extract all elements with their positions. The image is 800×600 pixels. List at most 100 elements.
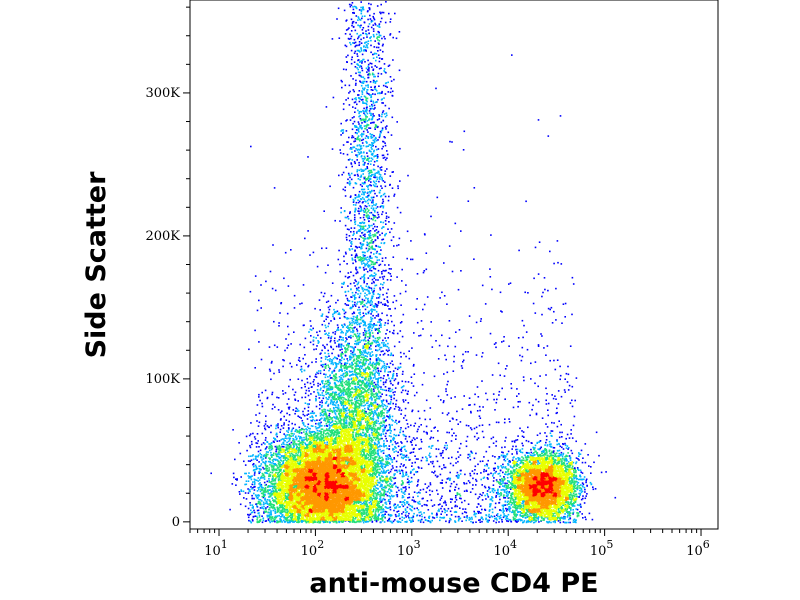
event-point bbox=[297, 435, 300, 438]
event-point bbox=[319, 518, 322, 520]
event-point bbox=[276, 496, 278, 499]
event-point bbox=[264, 443, 266, 445]
event-point bbox=[269, 474, 272, 476]
event-point bbox=[265, 457, 267, 459]
event-point bbox=[340, 442, 342, 444]
event-point bbox=[321, 410, 324, 413]
event-point bbox=[349, 510, 351, 512]
event-point bbox=[301, 457, 304, 459]
event-point bbox=[356, 456, 359, 459]
event-point bbox=[365, 500, 367, 502]
event-point bbox=[278, 471, 280, 474]
event-point bbox=[273, 437, 275, 439]
event-point bbox=[268, 478, 270, 480]
event-point bbox=[327, 516, 329, 518]
event-point bbox=[299, 464, 302, 467]
event-point bbox=[239, 503, 242, 506]
event-point bbox=[323, 500, 325, 503]
event-point bbox=[289, 512, 291, 515]
event-point bbox=[293, 509, 295, 512]
event-point bbox=[295, 438, 297, 441]
event-point bbox=[302, 456, 304, 458]
event-point bbox=[386, 477, 388, 479]
event-point bbox=[318, 466, 321, 468]
event-point bbox=[272, 506, 274, 508]
event-point bbox=[328, 518, 331, 520]
event-point bbox=[290, 456, 293, 459]
event-point bbox=[278, 502, 280, 504]
event-point bbox=[250, 459, 253, 461]
event-point bbox=[256, 517, 259, 519]
event-point bbox=[331, 488, 334, 491]
event-point bbox=[275, 449, 278, 451]
event-point bbox=[284, 466, 286, 469]
event-point bbox=[335, 473, 337, 475]
event-point bbox=[336, 423, 338, 425]
event-point bbox=[351, 508, 353, 510]
event-point bbox=[265, 483, 267, 486]
event-point bbox=[371, 499, 373, 502]
event-point bbox=[337, 442, 340, 445]
event-point bbox=[276, 465, 278, 467]
event-point bbox=[265, 472, 267, 474]
event-point bbox=[263, 503, 265, 505]
event-point bbox=[271, 471, 274, 474]
event-point bbox=[312, 496, 315, 498]
event-point bbox=[339, 503, 342, 506]
event-point bbox=[309, 460, 311, 462]
event-point bbox=[308, 500, 310, 503]
event-point bbox=[343, 439, 346, 441]
event-point bbox=[285, 446, 287, 448]
event-point bbox=[277, 446, 279, 449]
event-point bbox=[329, 493, 331, 495]
event-point bbox=[362, 511, 364, 513]
event-point bbox=[299, 455, 302, 458]
event-point bbox=[282, 462, 285, 464]
event-point bbox=[363, 507, 365, 509]
event-point bbox=[323, 425, 326, 427]
event-point bbox=[360, 464, 363, 467]
event-point bbox=[271, 442, 273, 444]
event-point bbox=[378, 455, 381, 457]
event-point bbox=[258, 483, 260, 485]
event-point bbox=[280, 494, 282, 496]
event-point bbox=[286, 444, 289, 446]
event-point bbox=[293, 521, 296, 523]
event-point bbox=[286, 487, 289, 490]
event-point bbox=[343, 443, 345, 445]
event-point bbox=[319, 499, 321, 502]
event-point bbox=[275, 454, 278, 457]
event-point bbox=[389, 476, 392, 478]
event-point bbox=[339, 515, 342, 518]
event-point bbox=[233, 476, 235, 479]
event-point bbox=[307, 444, 309, 447]
event-point bbox=[323, 437, 325, 439]
event-point bbox=[236, 478, 238, 480]
event-point bbox=[327, 519, 330, 521]
event-point bbox=[235, 478, 237, 480]
event-point bbox=[317, 514, 320, 517]
event-point bbox=[290, 441, 293, 444]
event-point bbox=[286, 501, 289, 503]
event-point bbox=[300, 447, 302, 449]
event-point bbox=[276, 453, 279, 455]
event-point bbox=[322, 475, 324, 478]
event-point bbox=[280, 478, 282, 480]
event-point bbox=[293, 445, 295, 447]
event-point bbox=[293, 451, 295, 454]
event-point bbox=[354, 470, 356, 472]
event-point bbox=[296, 505, 298, 507]
event-point bbox=[310, 506, 313, 508]
event-point bbox=[312, 443, 315, 445]
event-point bbox=[307, 464, 309, 467]
event-point bbox=[285, 460, 288, 463]
event-point bbox=[303, 446, 305, 449]
event-point bbox=[362, 498, 365, 501]
event-point bbox=[269, 447, 272, 449]
event-point bbox=[307, 455, 309, 458]
event-point bbox=[312, 483, 315, 485]
event-point bbox=[398, 489, 400, 492]
event-point bbox=[297, 495, 300, 498]
event-point bbox=[283, 446, 285, 448]
